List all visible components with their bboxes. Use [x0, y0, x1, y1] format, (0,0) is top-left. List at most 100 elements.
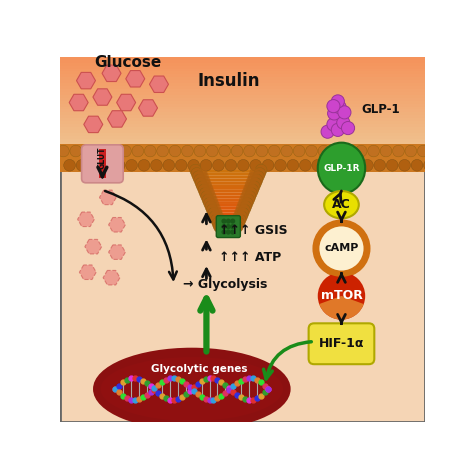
- Circle shape: [368, 145, 379, 157]
- Circle shape: [331, 123, 345, 137]
- Circle shape: [207, 145, 218, 157]
- Polygon shape: [197, 173, 260, 176]
- Bar: [61, 69, 425, 72]
- Circle shape: [244, 191, 256, 202]
- Polygon shape: [201, 184, 255, 187]
- Circle shape: [337, 116, 350, 129]
- Circle shape: [76, 159, 88, 171]
- Bar: [61, 138, 425, 142]
- Circle shape: [194, 145, 206, 157]
- Bar: [99, 149, 106, 178]
- Bar: [61, 115, 425, 118]
- Circle shape: [209, 211, 221, 222]
- Circle shape: [212, 218, 224, 229]
- Circle shape: [226, 224, 231, 229]
- Circle shape: [231, 215, 241, 225]
- Circle shape: [237, 159, 249, 171]
- Circle shape: [241, 198, 253, 209]
- Circle shape: [253, 171, 264, 182]
- Ellipse shape: [95, 350, 289, 428]
- Circle shape: [324, 159, 336, 171]
- Text: GLP-1R: GLP-1R: [323, 164, 360, 173]
- Circle shape: [236, 211, 247, 222]
- Circle shape: [240, 201, 252, 212]
- Polygon shape: [213, 212, 243, 215]
- Circle shape: [206, 204, 218, 216]
- Circle shape: [318, 145, 330, 157]
- Circle shape: [247, 184, 259, 196]
- Text: cAMP: cAMP: [324, 244, 359, 254]
- Circle shape: [210, 214, 222, 226]
- Circle shape: [225, 159, 237, 171]
- Circle shape: [312, 159, 324, 171]
- Circle shape: [274, 159, 286, 171]
- Circle shape: [213, 159, 224, 171]
- Bar: [61, 74, 425, 77]
- Bar: [61, 104, 425, 107]
- Circle shape: [248, 181, 260, 192]
- Circle shape: [362, 159, 373, 171]
- Circle shape: [237, 208, 249, 219]
- Bar: [61, 142, 425, 145]
- Circle shape: [239, 195, 249, 205]
- Circle shape: [230, 219, 240, 229]
- Circle shape: [246, 176, 256, 186]
- Circle shape: [202, 180, 212, 190]
- Polygon shape: [205, 192, 252, 195]
- Text: ↑↑↑ GSIS: ↑↑↑ GSIS: [219, 224, 288, 237]
- Circle shape: [386, 159, 398, 171]
- Circle shape: [89, 159, 100, 171]
- Circle shape: [231, 145, 243, 157]
- Circle shape: [226, 219, 231, 224]
- Circle shape: [203, 183, 213, 193]
- Circle shape: [198, 168, 207, 178]
- Circle shape: [212, 207, 222, 217]
- Circle shape: [234, 207, 244, 217]
- Circle shape: [126, 159, 137, 171]
- Bar: [61, 145, 425, 172]
- Bar: [61, 124, 425, 127]
- Circle shape: [327, 118, 340, 131]
- Polygon shape: [217, 221, 240, 224]
- Circle shape: [95, 145, 107, 157]
- Circle shape: [293, 145, 305, 157]
- Circle shape: [200, 188, 211, 199]
- Bar: [61, 121, 425, 124]
- Polygon shape: [214, 215, 242, 218]
- Circle shape: [215, 215, 225, 225]
- Circle shape: [132, 145, 144, 157]
- Circle shape: [119, 145, 131, 157]
- Text: HIF-1α: HIF-1α: [319, 337, 364, 350]
- Circle shape: [198, 184, 210, 196]
- Polygon shape: [212, 210, 245, 212]
- Circle shape: [197, 181, 208, 192]
- Circle shape: [337, 159, 348, 171]
- Circle shape: [194, 174, 206, 186]
- Circle shape: [338, 106, 351, 119]
- Circle shape: [233, 211, 243, 221]
- Polygon shape: [210, 204, 247, 207]
- Circle shape: [208, 195, 218, 205]
- Text: Insulin: Insulin: [197, 72, 260, 90]
- Circle shape: [204, 198, 215, 209]
- Text: Glycolytic genes: Glycolytic genes: [151, 364, 247, 374]
- Circle shape: [208, 208, 219, 219]
- Circle shape: [237, 199, 247, 209]
- Circle shape: [316, 223, 367, 274]
- Circle shape: [201, 191, 212, 202]
- Bar: [61, 65, 425, 69]
- Ellipse shape: [100, 357, 283, 421]
- Circle shape: [107, 145, 119, 157]
- Text: Glucose: Glucose: [94, 55, 162, 70]
- Circle shape: [157, 145, 168, 157]
- Bar: [61, 60, 425, 63]
- Wedge shape: [319, 296, 364, 319]
- Circle shape: [306, 145, 318, 157]
- Bar: [61, 72, 425, 74]
- FancyBboxPatch shape: [216, 216, 240, 237]
- Circle shape: [57, 145, 69, 157]
- Circle shape: [333, 100, 346, 114]
- Bar: [61, 92, 425, 95]
- Circle shape: [411, 159, 423, 171]
- Circle shape: [217, 219, 227, 229]
